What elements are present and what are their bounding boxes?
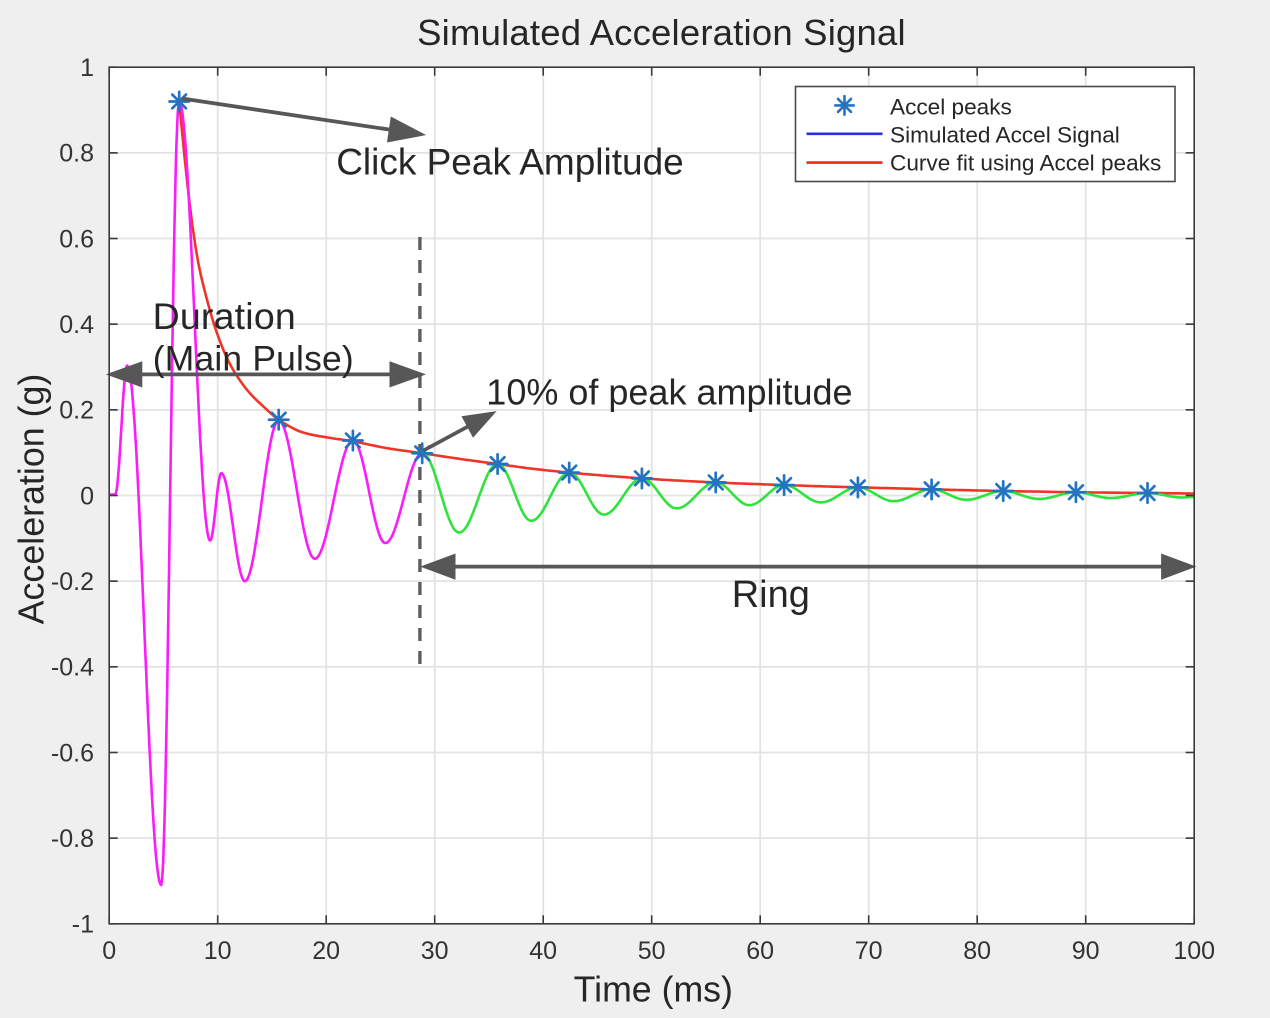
svg-text:Duration: Duration xyxy=(153,295,296,337)
svg-text:0.4: 0.4 xyxy=(59,311,94,339)
svg-text:Curve fit using Accel peaks: Curve fit using Accel peaks xyxy=(890,151,1161,176)
svg-text:0.6: 0.6 xyxy=(59,225,94,253)
svg-text:Accel peaks: Accel peaks xyxy=(890,95,1012,120)
svg-text:Ring: Ring xyxy=(732,574,810,616)
svg-text:Simulated Accel Signal: Simulated Accel Signal xyxy=(890,122,1120,147)
svg-text:30: 30 xyxy=(421,937,449,965)
svg-text:Time (ms): Time (ms) xyxy=(574,970,733,1010)
svg-text:-0.6: -0.6 xyxy=(51,739,94,767)
svg-text:100: 100 xyxy=(1173,937,1215,965)
svg-text:20: 20 xyxy=(312,937,340,965)
svg-text:-0.8: -0.8 xyxy=(51,825,94,853)
svg-text:1: 1 xyxy=(80,54,94,82)
svg-text:0.2: 0.2 xyxy=(59,397,94,425)
svg-text:-0.2: -0.2 xyxy=(51,568,94,596)
svg-text:-1: -1 xyxy=(72,911,94,939)
svg-text:40: 40 xyxy=(529,937,557,965)
svg-text:Click Peak Amplitude: Click Peak Amplitude xyxy=(336,141,684,182)
svg-text:0: 0 xyxy=(102,937,116,965)
svg-text:Simulated Acceleration Signal: Simulated Acceleration Signal xyxy=(417,12,906,53)
svg-text:Acceleration (g): Acceleration (g) xyxy=(12,374,52,625)
svg-text:80: 80 xyxy=(963,937,991,965)
svg-text:90: 90 xyxy=(1072,937,1100,965)
svg-text:60: 60 xyxy=(746,937,774,965)
svg-text:70: 70 xyxy=(855,937,883,965)
svg-text:10% of peak amplitude: 10% of peak amplitude xyxy=(486,372,852,413)
svg-text:-0.4: -0.4 xyxy=(51,654,94,682)
svg-text:0: 0 xyxy=(80,482,94,510)
svg-text:(Main Pulse): (Main Pulse) xyxy=(153,339,354,379)
svg-text:50: 50 xyxy=(638,937,666,965)
svg-text:0.8: 0.8 xyxy=(59,140,94,168)
svg-text:10: 10 xyxy=(204,937,232,965)
